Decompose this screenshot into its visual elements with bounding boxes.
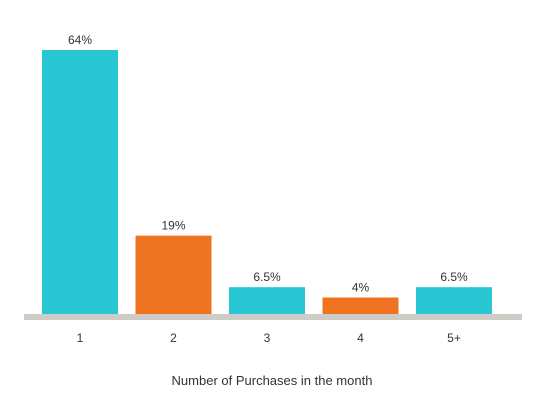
x-axis-baseline [24, 314, 522, 320]
data-label-5+: 6.5% [440, 270, 468, 284]
data-label-4: 4% [352, 281, 370, 295]
bar-4 [322, 297, 399, 314]
data-label-1: 64% [68, 33, 92, 47]
x-tick-label-3: 3 [264, 331, 271, 345]
x-tick-label-5+: 5+ [447, 331, 461, 345]
bar-2 [135, 235, 212, 314]
bar-5+ [416, 287, 492, 314]
x-tick-labels-group: 1 2 3 4 5+ [77, 331, 461, 345]
x-tick-label-1: 1 [77, 331, 84, 345]
bar-1 [42, 50, 118, 314]
data-label-3: 6.5% [253, 270, 281, 284]
bars-group [42, 50, 492, 314]
bar-3 [229, 287, 305, 314]
data-labels-group: 64% 19% 6.5% 4% 6.5% [68, 33, 468, 295]
x-axis-title: Number of Purchases in the month [172, 373, 373, 388]
x-tick-label-2: 2 [170, 331, 177, 345]
x-tick-label-4: 4 [357, 331, 364, 345]
data-label-2: 19% [161, 219, 185, 233]
